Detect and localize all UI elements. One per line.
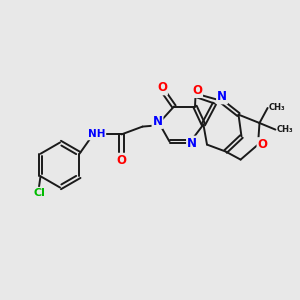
Text: O: O — [116, 154, 127, 167]
Text: N: N — [217, 90, 227, 104]
Text: O: O — [192, 84, 202, 97]
Text: N: N — [187, 136, 197, 150]
Text: O: O — [157, 81, 167, 94]
Text: O: O — [257, 138, 268, 151]
Text: CH₃: CH₃ — [277, 125, 293, 134]
Text: N: N — [152, 115, 163, 128]
Text: CH₃: CH₃ — [269, 103, 286, 112]
Text: NH: NH — [88, 129, 105, 140]
Text: Cl: Cl — [33, 188, 45, 198]
